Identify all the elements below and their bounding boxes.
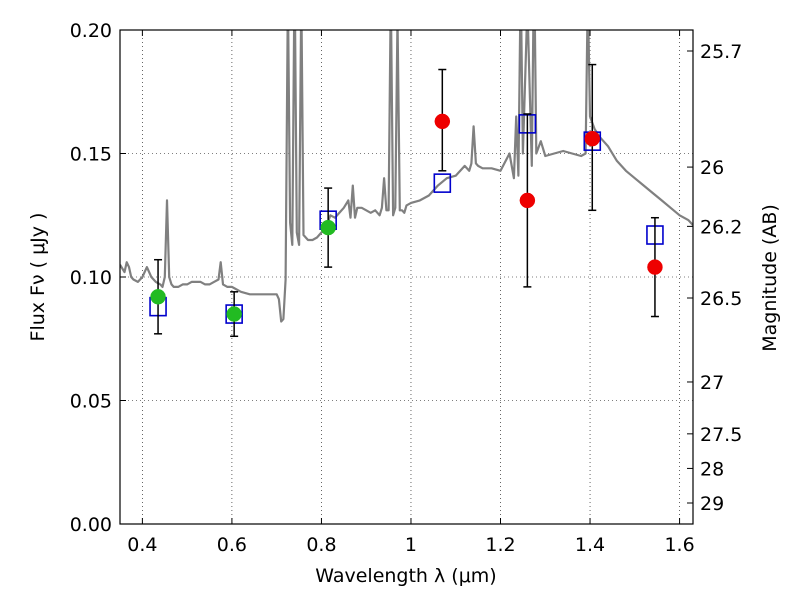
y2-tick-label: 28	[700, 458, 724, 480]
y2-tick-label: 29	[700, 493, 724, 515]
observed-flux-point	[150, 289, 166, 305]
x-tick-label: 0.8	[306, 534, 336, 556]
y2-tick-label: 26.2	[700, 216, 742, 238]
y2-tick-label: 27	[700, 372, 724, 394]
marker-layer	[149, 63, 664, 338]
observed-flux-point	[320, 219, 336, 236]
x-axis-title: Wavelength λ (μm)	[315, 565, 496, 587]
plot-background	[120, 30, 693, 524]
observed-flux-point	[647, 259, 663, 275]
y2-tick-label: 26	[700, 157, 724, 179]
tick-layer: 0.4 0.6 0.8 1 1.2 1.4 1.6 0.00 0.05 0.10 0.15 0.20 2…	[70, 20, 743, 556]
y-tick-label: 0.15	[70, 144, 112, 166]
y-tick-label: 0.10	[70, 267, 112, 289]
x-tick-label: 1.2	[485, 534, 515, 556]
y-tick-label: 0.00	[70, 514, 112, 536]
model-flux-square	[433, 173, 452, 193]
x-tick-label: 0.6	[217, 534, 247, 556]
y-axis-title: Flux Fν ( μJy )	[27, 213, 49, 342]
model-spectrum-line	[120, 30, 693, 323]
x-tick-label: 1	[405, 534, 417, 556]
x-tick-label: 1.4	[575, 534, 605, 556]
y2-tick-label: 26.5	[700, 288, 742, 310]
y-tick-label: 0.20	[70, 20, 112, 42]
observed-flux-point	[434, 113, 451, 130]
observed-flux-point	[584, 130, 601, 147]
y2-tick-label: 27.5	[700, 424, 742, 446]
y2-axis-title: Magnitude (AB)	[759, 204, 781, 352]
observed-flux-point	[226, 306, 242, 322]
y-tick-label: 0.05	[70, 391, 112, 413]
observed-flux-point	[519, 192, 536, 209]
data-layer	[120, 30, 693, 323]
x-tick-label: 0.4	[127, 534, 157, 556]
x-tick-label: 1.6	[664, 534, 694, 556]
y2-tick-label: 25.7	[700, 41, 742, 63]
